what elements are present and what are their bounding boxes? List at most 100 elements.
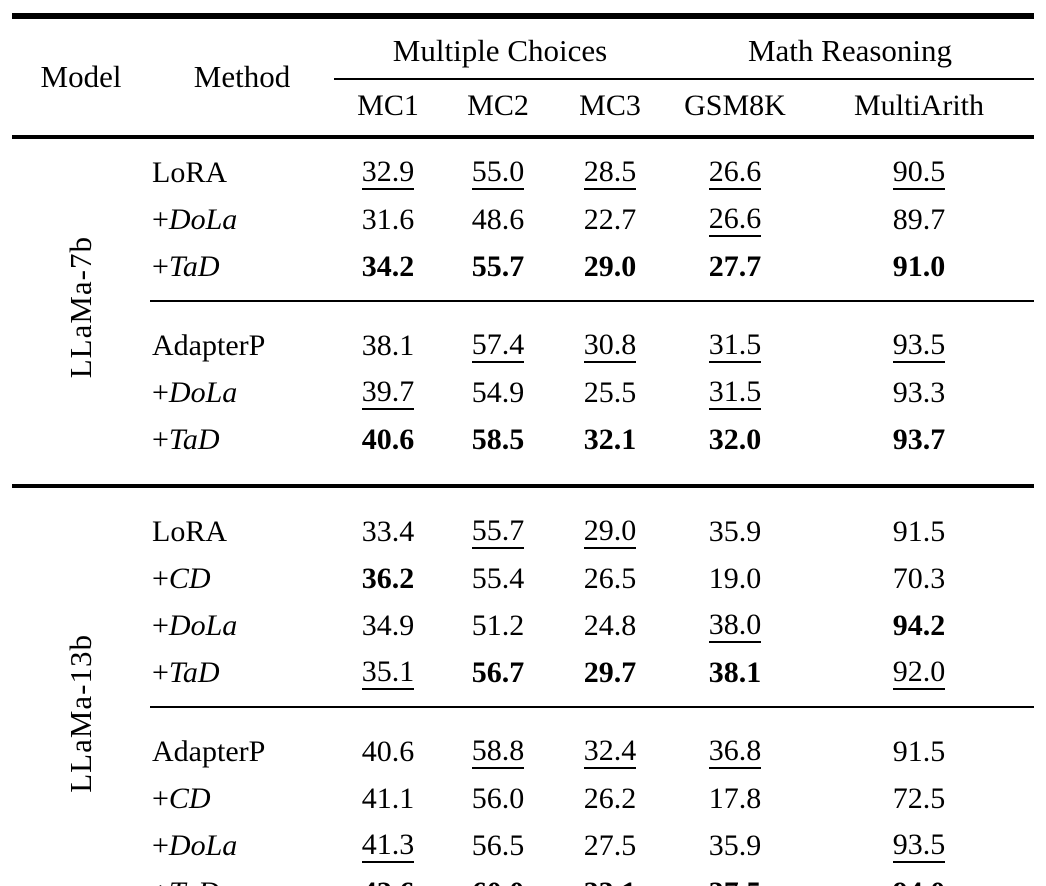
- method-prefix: +: [152, 655, 169, 689]
- metric-value: 26.6: [708, 203, 762, 238]
- method-name: CD: [168, 561, 211, 595]
- metric-value: 55.7: [471, 249, 525, 283]
- col-header-model: Model: [12, 19, 150, 139]
- value-cell: 91.5: [804, 498, 1034, 555]
- value-cell: 31.5: [666, 369, 804, 416]
- block-separator-rule: [12, 300, 1034, 312]
- metric-value: 26.2: [583, 781, 637, 815]
- value-cell: 34.2: [334, 243, 442, 301]
- metric-value: 32.4: [583, 735, 637, 770]
- method-name: DoLa: [168, 202, 238, 236]
- section-llama-7b: LLaMa-7b LoRA 32.9 55.0 28.5 26.6 90.5 +DoLa 31.…: [12, 137, 1034, 473]
- method-name: DoLa: [168, 828, 238, 862]
- method-name: AdapterP: [152, 328, 266, 362]
- metric-value: 91.5: [892, 514, 946, 548]
- metric-value: 32.0: [708, 422, 762, 456]
- value-cell: 93.3: [804, 369, 1034, 416]
- metric-value: 32.9: [361, 156, 415, 191]
- metric-value: 31.5: [708, 376, 762, 411]
- metric-value: 60.0: [472, 876, 525, 886]
- value-cell: 32.9: [334, 137, 442, 196]
- value-cell: 19.0: [666, 555, 804, 602]
- metric-value: 54.9: [471, 375, 525, 409]
- method-name: DoLa: [168, 608, 238, 642]
- metric-value: 36.8: [708, 735, 762, 770]
- table-row: +TaD 40.6 58.5 32.1 32.0 93.7: [12, 416, 1034, 473]
- value-cell: 31.5: [666, 312, 804, 369]
- metric-value: 35.9: [708, 514, 762, 548]
- metric-value: 34.2: [361, 249, 415, 283]
- metric-value: 32.1: [583, 422, 637, 456]
- metric-value: 19.0: [708, 561, 762, 595]
- value-cell: 17.8: [666, 775, 804, 822]
- table-row: +CD 41.1 56.0 26.2 17.8 72.5: [12, 775, 1034, 822]
- metric-value: 31.5: [708, 329, 762, 364]
- method-cell: +TaD: [150, 416, 334, 473]
- metric-value: 25.5: [583, 375, 637, 409]
- value-cell: 89.7: [804, 196, 1034, 243]
- method-prefix: +: [152, 828, 169, 862]
- value-cell: 36.2: [334, 555, 442, 602]
- value-cell: 31.6: [334, 196, 442, 243]
- metric-value: 27.5: [583, 828, 637, 862]
- model-cell: LLaMa-13b: [12, 498, 150, 886]
- metric-value: 17.8: [708, 781, 762, 815]
- value-cell: 26.6: [666, 196, 804, 243]
- method-name: TaD: [168, 249, 220, 283]
- metric-value: 29.7: [583, 655, 637, 689]
- method-prefix: +: [152, 876, 169, 886]
- metric-value: 93.5: [892, 329, 946, 364]
- value-cell: 38.1: [666, 649, 804, 707]
- group-header-row: Model Method Multiple Choices Math Reaso…: [12, 19, 1034, 139]
- metric-value: 91.5: [892, 734, 946, 768]
- section-separator-cell: [12, 473, 1034, 498]
- method-name: DoLa: [168, 375, 238, 409]
- value-cell: 55.7: [442, 498, 554, 555]
- value-cell: 51.2: [442, 602, 554, 649]
- value-cell: 32.1: [554, 416, 666, 473]
- method-cell: +DoLa: [150, 602, 334, 649]
- value-cell: 40.6: [334, 416, 442, 473]
- metric-value: 94.2: [892, 608, 946, 642]
- metric-value: 29.0: [583, 515, 637, 550]
- table-row: +CD 36.2 55.4 26.5 19.0 70.3: [12, 555, 1034, 602]
- value-cell: 34.9: [334, 602, 442, 649]
- value-cell: 29.0: [554, 243, 666, 301]
- table-row: +TaD 42.6 60.0 33.1 37.5 94.0: [12, 869, 1034, 886]
- metric-value: 33.1: [584, 876, 637, 886]
- value-cell: 93.5: [804, 822, 1034, 869]
- value-cell: 24.8: [554, 602, 666, 649]
- value-cell: 25.5: [554, 369, 666, 416]
- metric-value: 92.0: [892, 656, 946, 691]
- metric-value: 34.9: [361, 608, 415, 642]
- metric-value: 58.5: [471, 422, 525, 456]
- metric-value: 36.2: [361, 561, 415, 595]
- value-cell: 60.0: [442, 869, 554, 886]
- value-cell: 41.3: [334, 822, 442, 869]
- value-cell: 38.0: [666, 602, 804, 649]
- value-cell: 56.0: [442, 775, 554, 822]
- method-prefix: +: [152, 422, 169, 456]
- block-separator-cell: [150, 300, 1034, 312]
- rotated-model-label: LLaMa-7b: [63, 235, 98, 379]
- metric-value: 24.8: [583, 608, 637, 642]
- method-cell: LoRA: [150, 137, 334, 196]
- col-header-mc1: MC1: [334, 79, 442, 139]
- metric-value: 41.1: [361, 781, 415, 815]
- metric-value: 94.0: [893, 876, 946, 886]
- method-cell: +DoLa: [150, 196, 334, 243]
- metric-value: 48.6: [471, 202, 525, 236]
- method-cell: +TaD: [150, 243, 334, 301]
- results-table: Model Method Multiple Choices Math Reaso…: [12, 19, 1034, 886]
- table-row: +DoLa 31.6 48.6 22.7 26.6 89.7: [12, 196, 1034, 243]
- metric-value: 26.5: [583, 561, 637, 595]
- value-cell: 28.5: [554, 137, 666, 196]
- metric-value: 27.7: [708, 249, 762, 283]
- value-cell: 56.5: [442, 822, 554, 869]
- metric-value: 33.4: [361, 514, 415, 548]
- table-row: +TaD 35.1 56.7 29.7 38.1 92.0: [12, 649, 1034, 707]
- value-cell: 35.9: [666, 498, 804, 555]
- metric-value: 90.5: [892, 156, 946, 191]
- metric-value: 26.6: [708, 156, 762, 191]
- metric-value: 37.5: [709, 876, 762, 886]
